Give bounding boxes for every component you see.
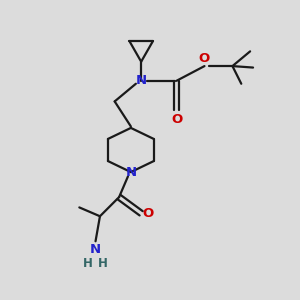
Text: H: H [83, 257, 93, 271]
Text: N: N [90, 243, 101, 256]
Text: O: O [142, 207, 154, 220]
Text: O: O [171, 113, 182, 126]
Text: O: O [199, 52, 210, 64]
Text: H: H [98, 257, 108, 271]
Text: N: N [125, 166, 136, 178]
Text: N: N [136, 74, 147, 87]
